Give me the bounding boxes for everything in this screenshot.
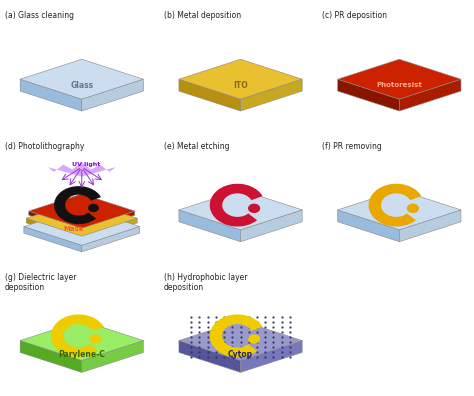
Polygon shape (337, 79, 399, 111)
Polygon shape (179, 190, 302, 230)
Polygon shape (20, 79, 82, 111)
Text: Cytop: Cytop (228, 350, 253, 359)
Polygon shape (337, 59, 461, 99)
Wedge shape (51, 314, 104, 357)
Text: (e) Metal etching: (e) Metal etching (164, 142, 229, 151)
Polygon shape (179, 59, 302, 99)
Text: UV light: UV light (72, 162, 100, 167)
Polygon shape (399, 210, 461, 242)
Circle shape (248, 204, 260, 213)
Text: (g) Dielectric layer
deposition: (g) Dielectric layer deposition (5, 273, 76, 292)
Polygon shape (26, 200, 137, 236)
Polygon shape (337, 210, 399, 242)
Text: Photoresist: Photoresist (376, 82, 422, 88)
Polygon shape (20, 341, 82, 372)
Wedge shape (54, 186, 101, 224)
Polygon shape (240, 210, 302, 242)
Polygon shape (24, 208, 140, 245)
Polygon shape (179, 341, 240, 372)
Wedge shape (369, 184, 421, 227)
Text: Mask: Mask (64, 226, 84, 232)
Text: (c) PR deposition: (c) PR deposition (322, 11, 387, 21)
Wedge shape (210, 184, 263, 227)
Polygon shape (179, 79, 240, 111)
Wedge shape (210, 314, 263, 357)
Polygon shape (26, 218, 82, 241)
Text: Parylene-C: Parylene-C (58, 350, 105, 359)
Polygon shape (82, 211, 135, 232)
Polygon shape (82, 218, 137, 241)
Polygon shape (29, 194, 135, 228)
Polygon shape (82, 79, 143, 111)
Polygon shape (20, 59, 143, 99)
Text: (a) Glass cleaning: (a) Glass cleaning (5, 11, 74, 21)
Text: (d) Photolithography: (d) Photolithography (5, 142, 84, 151)
Polygon shape (82, 341, 143, 372)
Text: ITO: ITO (233, 81, 248, 89)
Polygon shape (20, 321, 143, 360)
Circle shape (248, 334, 260, 344)
Circle shape (88, 204, 99, 212)
Text: Glass: Glass (70, 81, 93, 89)
Text: (h) Hydrophobic layer
deposition: (h) Hydrophobic layer deposition (164, 273, 247, 292)
Polygon shape (29, 211, 82, 232)
Polygon shape (240, 79, 302, 111)
Polygon shape (399, 79, 461, 111)
Polygon shape (240, 341, 302, 372)
Text: (b) Metal deposition: (b) Metal deposition (164, 11, 241, 21)
Polygon shape (48, 162, 116, 177)
Polygon shape (179, 321, 302, 360)
Polygon shape (179, 210, 240, 242)
Text: (f) PR removing: (f) PR removing (322, 142, 382, 151)
Polygon shape (24, 227, 82, 252)
Circle shape (407, 204, 419, 213)
Polygon shape (337, 190, 461, 230)
Circle shape (89, 334, 101, 344)
Polygon shape (82, 227, 140, 252)
